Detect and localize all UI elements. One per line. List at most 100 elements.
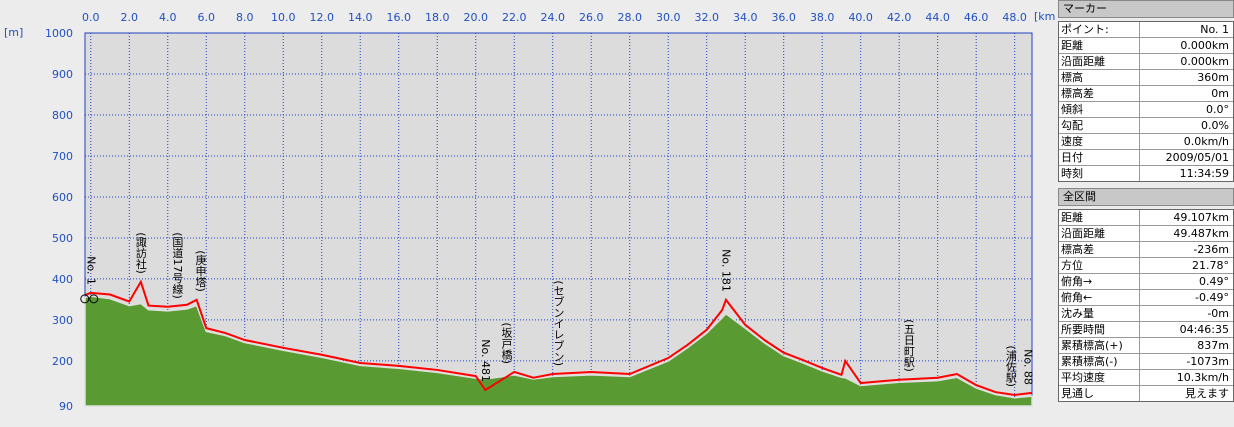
annotation: No. 1 bbox=[84, 256, 97, 285]
info-label: 俯角→ bbox=[1059, 274, 1140, 289]
info-row: 時刻 11:34:59 bbox=[1059, 166, 1233, 181]
y-tick-label: 90 bbox=[59, 400, 73, 413]
y-tick-label: 400 bbox=[52, 273, 73, 286]
info-label: 累積標高(+) bbox=[1059, 338, 1140, 353]
info-label: 平均速度 bbox=[1059, 370, 1140, 385]
side-panel: マーカー ポイント: No. 1 距離 0.000km 沿面距離 0.000km 標高 360m… bbox=[1058, 0, 1234, 408]
x-tick-label: 12.0 bbox=[310, 11, 335, 24]
info-row: 平均速度 10.3km/h bbox=[1059, 370, 1233, 386]
info-value: 0.0° bbox=[1206, 103, 1229, 116]
info-row: 標高差 -236m bbox=[1059, 242, 1233, 258]
chart: [m] [km] 90 200 300 400 500 600 700 800 900 1000 0… bbox=[4, 10, 1056, 413]
info-value: -0.49° bbox=[1195, 291, 1229, 304]
info-label: 所要時間 bbox=[1059, 322, 1140, 337]
info-row: 俯角→ 0.49° bbox=[1059, 274, 1233, 290]
info-value: 0.000km bbox=[1180, 39, 1229, 52]
info-label: 標高 bbox=[1059, 70, 1140, 85]
info-label: 速度 bbox=[1059, 134, 1140, 149]
x-tick-label: 14.0 bbox=[348, 11, 373, 24]
info-value: -1073m bbox=[1186, 355, 1229, 368]
info-label: 方位 bbox=[1059, 258, 1140, 273]
info-row: 日付 2009/05/01 bbox=[1059, 150, 1233, 166]
annotation: (庚申塔) bbox=[194, 250, 207, 292]
info-row: 方位 21.78° bbox=[1059, 258, 1233, 274]
y-tick-label: 800 bbox=[52, 109, 73, 122]
annotation: (国道17号線) bbox=[171, 232, 184, 299]
y-tick-label: 700 bbox=[52, 150, 73, 163]
x-unit: [km] bbox=[1034, 10, 1056, 23]
y-tick-label: 1000 bbox=[45, 27, 73, 40]
info-value: 0.49° bbox=[1199, 275, 1229, 288]
section-header: マーカー bbox=[1058, 0, 1234, 18]
info-label: 距離 bbox=[1059, 38, 1140, 53]
x-tick-label: 28.0 bbox=[617, 11, 642, 24]
x-tick-label: 16.0 bbox=[386, 11, 411, 24]
x-tick-label: 24.0 bbox=[540, 11, 565, 24]
point-marker bbox=[89, 294, 99, 304]
x-tick-label: 22.0 bbox=[502, 11, 527, 24]
x-tick-label: 34.0 bbox=[733, 11, 758, 24]
info-label: 沿面距離 bbox=[1059, 54, 1140, 69]
x-tick-label: 44.0 bbox=[925, 11, 950, 24]
info-row: ポイント: No. 1 bbox=[1059, 22, 1233, 38]
info-row: 沈み量 -0m bbox=[1059, 306, 1233, 322]
x-tick-label: 46.0 bbox=[964, 11, 989, 24]
info-row: 沿面距離 49.487km bbox=[1059, 226, 1233, 242]
info-value: No. 1 bbox=[1200, 23, 1229, 36]
x-tick-label: 4.0 bbox=[159, 11, 177, 24]
info-label: 標高差 bbox=[1059, 242, 1140, 257]
info-label: 俯角← bbox=[1059, 290, 1140, 305]
info-label: 時刻 bbox=[1059, 166, 1140, 181]
track-line bbox=[84, 279, 1033, 396]
info-row: 見通し 見えます bbox=[1059, 386, 1233, 401]
x-tick-label: 30.0 bbox=[656, 11, 681, 24]
info-value: 49.107km bbox=[1173, 211, 1229, 224]
info-value: 2009/05/01 bbox=[1165, 151, 1229, 164]
annotation: (坂戸橋) bbox=[500, 322, 513, 364]
y-unit: [m] bbox=[4, 26, 23, 39]
annotation: (浦佐駅) bbox=[1004, 345, 1017, 387]
info-row: 累積標高(+) 837m bbox=[1059, 338, 1233, 354]
x-tick-label: 10.0 bbox=[271, 11, 296, 24]
info-value: 0.000km bbox=[1180, 55, 1229, 68]
info-value: 0m bbox=[1211, 87, 1229, 100]
terrain-area bbox=[84, 295, 1033, 407]
info-table: ポイント: No. 1 距離 0.000km 沿面距離 0.000km 標高 360m 標高差 0… bbox=[1058, 21, 1234, 182]
info-value: -236m bbox=[1193, 243, 1229, 256]
x-tick-label: 8.0 bbox=[236, 11, 254, 24]
info-row: 標高 360m bbox=[1059, 70, 1233, 86]
x-tick-label: 20.0 bbox=[463, 11, 488, 24]
info-row: 速度 0.0km/h bbox=[1059, 134, 1233, 150]
info-value: 360m bbox=[1197, 71, 1229, 84]
info-value: 見えます bbox=[1185, 387, 1229, 400]
annotation: (セブンイレブン) bbox=[552, 280, 565, 366]
info-label: 累積標高(-) bbox=[1059, 354, 1140, 369]
info-label: 沿面距離 bbox=[1059, 226, 1140, 241]
y-tick-label: 200 bbox=[52, 355, 73, 368]
info-value: 49.487km bbox=[1173, 227, 1229, 240]
annotation: No. 181 bbox=[719, 249, 732, 292]
info-label: 日付 bbox=[1059, 150, 1140, 165]
point-marker bbox=[80, 294, 90, 304]
info-value: 11:34:59 bbox=[1179, 167, 1229, 180]
x-tick-label: 40.0 bbox=[848, 11, 873, 24]
x-tick-label: 2.0 bbox=[121, 11, 139, 24]
info-value: -0m bbox=[1207, 307, 1229, 320]
info-label: 沈み量 bbox=[1059, 306, 1140, 321]
info-value: 837m bbox=[1197, 339, 1229, 352]
section-header: 全区間 bbox=[1058, 188, 1234, 206]
info-label: 見通し bbox=[1059, 386, 1140, 401]
x-tick-label: 32.0 bbox=[694, 11, 719, 24]
info-row: 距離 49.107km bbox=[1059, 210, 1233, 226]
info-value: 10.3km/h bbox=[1176, 371, 1229, 384]
annotation: No. 481 bbox=[479, 339, 492, 382]
annotation: (五日町駅) bbox=[902, 319, 915, 372]
info-row: 勾配 0.0% bbox=[1059, 118, 1233, 134]
info-row: 傾斜 0.0° bbox=[1059, 102, 1233, 118]
x-tick-label: 0.0 bbox=[82, 11, 100, 24]
info-label: 距離 bbox=[1059, 210, 1140, 225]
info-label: 勾配 bbox=[1059, 118, 1140, 133]
x-tick-label: 6.0 bbox=[198, 11, 216, 24]
info-row: 俯角← -0.49° bbox=[1059, 290, 1233, 306]
info-label: 傾斜 bbox=[1059, 102, 1140, 117]
